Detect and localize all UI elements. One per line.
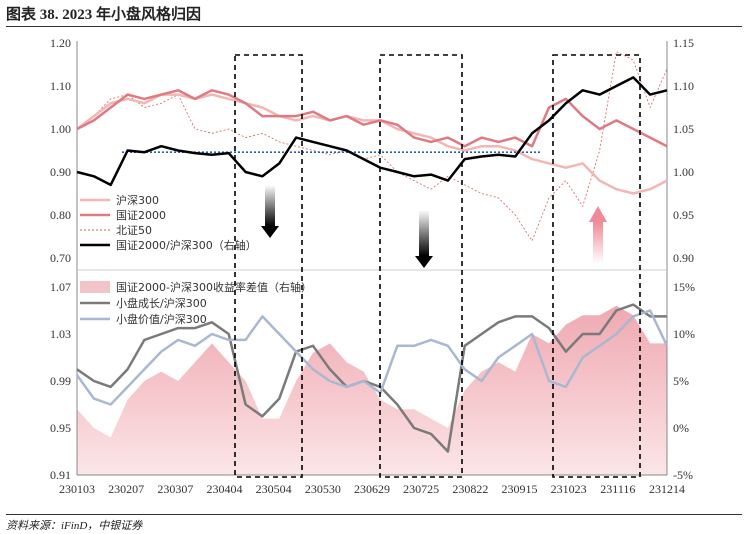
x-tick-label: 230504 [256, 482, 292, 496]
highlight-box [234, 54, 303, 478]
bottom-right-tick-label: -5% [673, 468, 693, 482]
legend-value-label: 小盘价值/沪深300 [116, 312, 207, 326]
down-arrow-2-shaft [419, 210, 429, 256]
top-right-tick-label: 0.95 [673, 208, 694, 222]
value-line [75, 309, 669, 406]
legend-zz2000-label: 国证2000 [116, 209, 166, 222]
legend-growth-label: 小盘成长/沪深300 [116, 296, 207, 310]
x-tick-label: 231116 [600, 482, 635, 496]
x-tick-label: 230404 [207, 482, 243, 496]
down-arrow-1-shaft [265, 185, 275, 226]
spread-area [77, 305, 667, 475]
legend-bz50-label: 北证50 [116, 224, 152, 237]
dashed-boxes-layer [234, 54, 641, 478]
up-arrow-head [589, 206, 607, 222]
bz50-line [76, 51, 668, 242]
x-tick-label: 230725 [403, 482, 439, 496]
top-left-tick-label: 0.80 [50, 208, 71, 222]
x-tick-label: 230207 [108, 482, 144, 496]
arrows-layer [261, 185, 607, 268]
axes-frames [76, 41, 668, 476]
tick-labels-layer: 1.20 1.10 1.00 0.90 0.80 0.70 1.15 1.10 1.05 1.00… [50, 36, 695, 496]
up-arrow-shaft [593, 222, 603, 264]
top-left-tick-label: 0.90 [50, 165, 71, 179]
top-right-tick-label: 1.00 [673, 165, 694, 179]
x-tick-label: 230307 [157, 482, 193, 496]
top-right-tick-label: 0.90 [673, 251, 694, 265]
figure-title: 图表 38. 2023 年小盘风格归因 [6, 7, 202, 23]
bottom-left-tick-label: 1.07 [50, 280, 71, 294]
top-left-tick-label: 1.00 [50, 122, 71, 136]
top-left-tick-label: 1.10 [50, 79, 71, 93]
top-right-tick-label: 1.10 [673, 79, 694, 93]
x-tick-label: 230915 [502, 482, 538, 496]
highlight-box [552, 54, 641, 478]
legend-hs300-label: 沪深300 [116, 193, 159, 207]
bottom-right-tick-label: 0% [673, 421, 689, 435]
bottom-right-tick-label: 5% [673, 374, 689, 388]
bottom-left-tick-label: 1.03 [50, 327, 71, 341]
x-tick-label: 230822 [452, 482, 488, 496]
series-lines-layer [75, 51, 669, 453]
top-right-tick-label: 1.15 [673, 36, 694, 50]
legend-spread-label: 国证2000-沪深300收益率差值（右轴） [116, 280, 312, 294]
bottom-left-tick-label: 0.91 [50, 468, 71, 482]
source-note: 资料来源：iFinD，中银证券 [6, 520, 143, 532]
top-left-tick-label: 1.20 [50, 36, 71, 50]
hs300-line [76, 93, 668, 195]
bottom-left-tick-label: 0.95 [50, 421, 71, 435]
legend-spread-swatch [80, 281, 110, 293]
legend-ratio-label: 国证2000/沪深300（右轴） [116, 238, 257, 252]
bottom-left-tick-label: 0.99 [50, 374, 71, 388]
down-arrow-2-head [415, 256, 433, 268]
x-tick-label: 230103 [59, 482, 95, 496]
spread-area-layer [77, 305, 667, 475]
x-tick-label: 230530 [305, 482, 341, 496]
top-right-tick-label: 1.05 [673, 122, 694, 136]
bottom-right-tick-label: 15% [673, 280, 695, 294]
bottom-right-tick-label: 10% [673, 327, 695, 341]
highlight-box [379, 54, 463, 478]
x-tick-label: 231023 [551, 482, 587, 496]
zz2000-line [76, 89, 668, 148]
x-tick-label: 231214 [649, 482, 685, 496]
down-arrow-1-head [261, 226, 279, 238]
title-rule [6, 26, 742, 27]
x-tick-label: 230629 [354, 482, 390, 496]
ratio-line [76, 76, 668, 187]
growth-line [76, 303, 667, 453]
footer-rule [6, 514, 742, 515]
top-left-tick-label: 0.70 [50, 251, 71, 265]
